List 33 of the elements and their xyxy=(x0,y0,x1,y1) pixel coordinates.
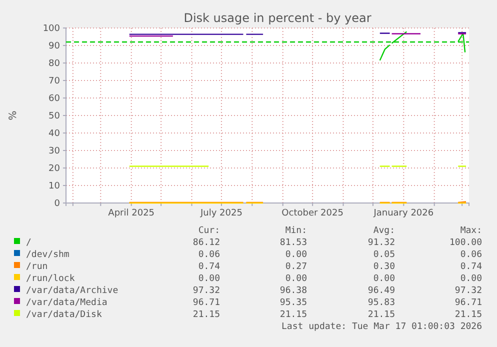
y-tick-label: 70 xyxy=(48,76,60,86)
x-tick-label: January 2026 xyxy=(372,208,434,218)
y-tick-label: 60 xyxy=(48,94,60,104)
text: 86.12 81.53 91.32 100.00 xyxy=(192,238,482,248)
legend-label: /var/data/Disk xyxy=(26,310,102,320)
y-tick-label: 50 xyxy=(48,111,60,122)
legend-label: /var/data/Media xyxy=(26,298,108,308)
legend-label: / xyxy=(26,238,32,248)
text: 0.00 0.00 0.00 0.00 xyxy=(198,274,482,284)
x-tick-label: April 2025 xyxy=(108,208,155,218)
y-tick-label: 30 xyxy=(48,146,60,156)
text: 0.74 0.27 0.30 0.74 xyxy=(198,262,482,272)
y-tick-label: 40 xyxy=(48,128,60,139)
y-axis-title: % xyxy=(8,110,19,120)
chart-title: Disk usage in percent - by year xyxy=(184,11,372,25)
text: 0.06 0.00 0.05 0.06 xyxy=(198,250,482,260)
legend-label: /run/lock xyxy=(26,274,76,284)
y-tick-label: 80 xyxy=(48,58,60,69)
x-tick-label: October 2025 xyxy=(282,208,344,218)
y-tick-label: 100 xyxy=(42,24,60,34)
y-tick-label: 0 xyxy=(54,198,60,209)
legend-label: /var/data/Archive xyxy=(26,286,118,296)
y-tick-label: 90 xyxy=(48,41,60,52)
text: Last update: Tue Mar 17 01:00:03 2026 xyxy=(282,322,482,332)
legend-label: /run xyxy=(26,262,48,272)
y-tick-label: 20 xyxy=(48,164,60,174)
x-tick-label: July 2025 xyxy=(199,208,242,218)
text: 96.71 95.35 95.83 96.71 xyxy=(192,298,482,308)
y-tick-label: 10 xyxy=(48,181,60,192)
text: Cur: Min: Avg: Max: xyxy=(198,226,482,236)
text: 97.32 96.38 96.49 97.32 xyxy=(192,286,482,296)
legend-label: /dev/shm xyxy=(26,250,70,260)
text: 21.15 21.15 21.15 21.15 xyxy=(192,310,482,320)
